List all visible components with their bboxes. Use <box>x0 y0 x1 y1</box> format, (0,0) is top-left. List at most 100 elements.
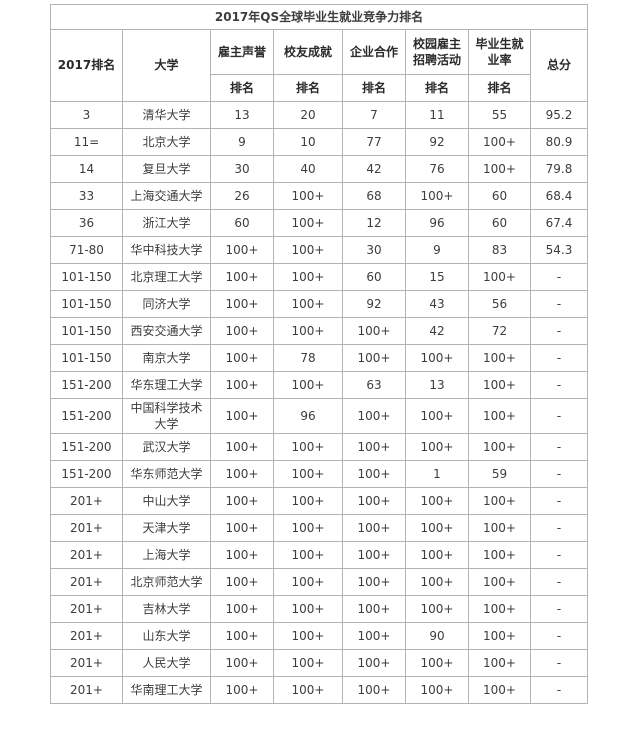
total-score-cell: 80.9 <box>530 128 588 156</box>
total-score-cell: - <box>530 433 588 462</box>
alumni-outcomes-cell: 20 <box>273 101 343 129</box>
campus-recruitment-cell: 100+ <box>405 514 469 543</box>
header-sub-rank-5: 排名 <box>468 74 531 102</box>
campus-recruitment-cell: 100+ <box>405 568 469 597</box>
employer-reputation-cell: 100+ <box>210 595 274 624</box>
alumni-outcomes-cell: 40 <box>273 155 343 183</box>
alumni-outcomes-cell: 100+ <box>273 290 343 318</box>
alumni-outcomes-cell: 100+ <box>273 236 343 264</box>
campus-recruitment-cell: 90 <box>405 622 469 651</box>
employer-reputation-cell: 100+ <box>210 487 274 516</box>
alumni-outcomes-cell: 100+ <box>273 487 343 516</box>
rank-cell: 33 <box>50 182 123 210</box>
employer-partnerships-cell: 100+ <box>342 344 406 372</box>
employer-reputation-cell: 100+ <box>210 344 274 372</box>
rank-cell: 201+ <box>50 514 123 543</box>
employer-partnerships-cell: 7 <box>342 101 406 129</box>
table-row: 201+ 山东大学 100+ 100+ 100+ 90 100+ - <box>50 622 588 651</box>
employer-reputation-cell: 13 <box>210 101 274 129</box>
employer-reputation-cell: 100+ <box>210 290 274 318</box>
rank-cell: 14 <box>50 155 123 183</box>
alumni-outcomes-cell: 100+ <box>273 568 343 597</box>
rank-cell: 201+ <box>50 487 123 516</box>
university-cell: 中山大学 <box>122 487 211 516</box>
university-cell: 华东师范大学 <box>122 460 211 489</box>
employer-partnerships-cell: 42 <box>342 155 406 183</box>
campus-recruitment-cell: 15 <box>405 263 469 291</box>
employer-partnerships-cell: 100+ <box>342 649 406 678</box>
employer-partnerships-cell: 100+ <box>342 514 406 543</box>
table-row: 151-200 华东师范大学 100+ 100+ 100+ 1 59- <box>50 460 588 489</box>
table-row: 3 清华大学 13 20 7 11 55 95.2 <box>50 101 588 129</box>
total-score-cell: - <box>530 397 588 435</box>
total-score-cell: 67.4 <box>530 209 588 237</box>
rank-cell: 71-80 <box>50 236 123 264</box>
total-score-cell: - <box>530 263 588 291</box>
alumni-outcomes-cell: 100+ <box>273 514 343 543</box>
alumni-outcomes-cell: 100+ <box>273 622 343 651</box>
qs-ranking-table: 2017年QS全球毕业生就业竞争力排名 2017排名 大学 雇主声誉 校友成就 … <box>50 4 588 705</box>
rank-cell: 101-150 <box>50 290 123 318</box>
employer-reputation-cell: 30 <box>210 155 274 183</box>
rank-cell: 3 <box>50 101 123 129</box>
campus-recruitment-cell: 100+ <box>405 344 469 372</box>
employment-rate-cell: 100+ <box>468 433 531 462</box>
employer-partnerships-cell: 100+ <box>342 317 406 345</box>
employment-rate-cell: 72 <box>468 317 531 345</box>
table-row: 14 复旦大学 30 40 42 76 100+ 79.8 <box>50 155 588 183</box>
rank-cell: 101-150 <box>50 263 123 291</box>
total-score-cell: 95.2 <box>530 101 588 129</box>
campus-recruitment-cell: 100+ <box>405 487 469 516</box>
alumni-outcomes-cell: 100+ <box>273 649 343 678</box>
alumni-outcomes-cell: 100+ <box>273 182 343 210</box>
employer-partnerships-cell: 100+ <box>342 595 406 624</box>
employer-partnerships-cell: 12 <box>342 209 406 237</box>
university-cell: 中国科学技术大学 <box>122 397 211 435</box>
rank-cell: 201+ <box>50 649 123 678</box>
university-cell: 华东理工大学 <box>122 371 211 399</box>
total-score-cell: 54.3 <box>530 236 588 264</box>
rank-cell: 101-150 <box>50 317 123 345</box>
university-cell: 上海大学 <box>122 541 211 570</box>
campus-recruitment-cell: 92 <box>405 128 469 156</box>
employment-rate-cell: 55 <box>468 101 531 129</box>
employment-rate-cell: 100+ <box>468 155 531 183</box>
ranking-table-container: 2017年QS全球毕业生就业竞争力排名 2017排名 大学 雇主声誉 校友成就 … <box>50 4 588 705</box>
employment-rate-cell: 100+ <box>468 595 531 624</box>
employer-partnerships-cell: 100+ <box>342 397 406 435</box>
total-score-cell: - <box>530 460 588 489</box>
employment-rate-cell: 100+ <box>468 514 531 543</box>
employer-partnerships-cell: 100+ <box>342 487 406 516</box>
rank-cell: 151-200 <box>50 433 123 462</box>
table-row: 11= 北京大学 9 10 77 92 100+ 80.9 <box>50 128 588 156</box>
table-body: 3 清华大学 13 20 7 11 55 95.2 11= 北京大学 9 10 77 92 100+ 80.9… <box>50 101 588 705</box>
employer-partnerships-cell: 100+ <box>342 460 406 489</box>
employer-reputation-cell: 100+ <box>210 263 274 291</box>
university-cell: 同济大学 <box>122 290 211 318</box>
employment-rate-cell: 100+ <box>468 371 531 399</box>
rank-cell: 151-200 <box>50 460 123 489</box>
employer-partnerships-cell: 100+ <box>342 541 406 570</box>
campus-recruitment-cell: 11 <box>405 101 469 129</box>
rank-cell: 151-200 <box>50 371 123 399</box>
header-row-main: 2017排名 大学 雇主声誉 校友成就 企业合作 校园雇主招聘活动 毕业生就业率… <box>50 29 588 102</box>
alumni-outcomes-cell: 100+ <box>273 371 343 399</box>
employer-reputation-cell: 100+ <box>210 622 274 651</box>
header-employer-partnerships: 企业合作 <box>342 29 406 75</box>
rank-cell: 36 <box>50 209 123 237</box>
header-sub-rank-2: 排名 <box>273 74 343 102</box>
table-row: 201+ 中山大学 100+ 100+ 100+ 100+ 100+ - <box>50 487 588 516</box>
total-score-cell: - <box>530 514 588 543</box>
table-row: 201+ 上海大学 100+ 100+ 100+ 100+ 100+ - <box>50 541 588 570</box>
employment-rate-cell: 100+ <box>468 128 531 156</box>
title-row: 2017年QS全球毕业生就业竞争力排名 <box>50 4 588 30</box>
university-cell: 复旦大学 <box>122 155 211 183</box>
campus-recruitment-cell: 96 <box>405 209 469 237</box>
header-alumni-outcomes: 校友成就 <box>273 29 343 75</box>
rank-cell: 201+ <box>50 595 123 624</box>
university-cell: 吉林大学 <box>122 595 211 624</box>
employer-reputation-cell: 100+ <box>210 460 274 489</box>
table-row: 151-200 中国科学技术大学 100+ 96 100+ 100+ 100+ - <box>50 397 588 435</box>
alumni-outcomes-cell: 100+ <box>273 263 343 291</box>
employer-partnerships-cell: 60 <box>342 263 406 291</box>
